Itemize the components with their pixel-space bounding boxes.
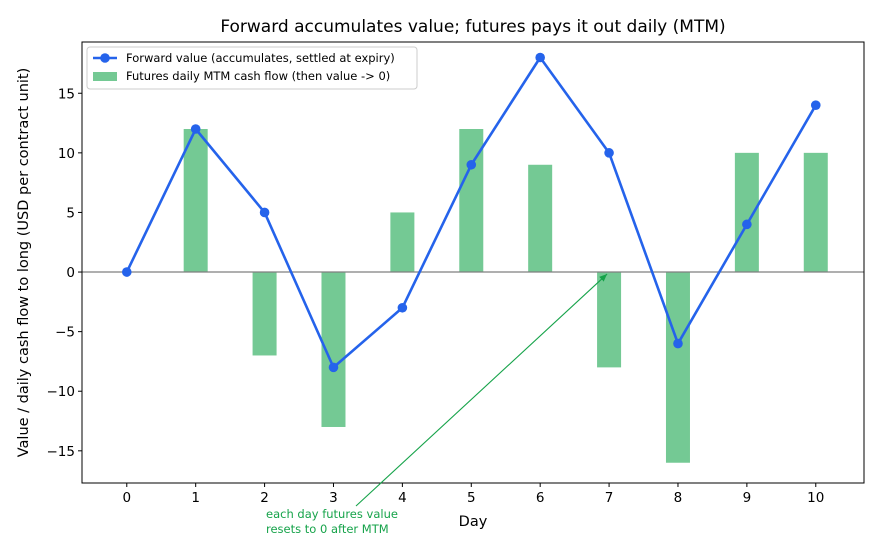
forward-value-point	[810, 100, 821, 110]
x-tick-label: 7	[605, 490, 614, 506]
forward-value-point	[397, 302, 408, 313]
forward-value-point	[673, 338, 683, 349]
forward-value-point	[328, 362, 339, 373]
plot-frame	[81, 41, 865, 484]
legend-box	[86, 46, 418, 90]
x-axis-title: Day	[459, 514, 488, 530]
y-tick-label: 10	[58, 146, 75, 162]
x-tick-label: 4	[398, 490, 407, 506]
futures-mtm-bar	[597, 272, 622, 368]
x-tick-label: 0	[122, 490, 131, 506]
x-tick-label: 1	[191, 490, 200, 506]
futures-mtm-bar	[528, 164, 553, 273]
x-tick-label: 3	[329, 490, 338, 506]
x-tick-label: 2	[260, 490, 269, 506]
y-tick-label: −15	[47, 444, 76, 460]
futures-mtm-bar	[183, 129, 208, 273]
legend-label-futures: Futures daily MTM cash flow (then value …	[126, 69, 390, 83]
y-tick-label: 0	[66, 265, 75, 281]
forward-value-point	[121, 267, 132, 277]
chart-title: Forward accumulates value; futures pays …	[220, 17, 725, 37]
annotation-text: each day futures value	[266, 507, 398, 521]
y-tick-label: 5	[66, 205, 75, 221]
annotation-text: resets to 0 after MTM	[266, 522, 389, 536]
x-tick-label: 8	[674, 490, 683, 506]
forward-value-point	[604, 148, 614, 158]
annotation-arrow	[355, 273, 608, 507]
y-axis-title: Value / daily cash flow to long (USD per…	[16, 68, 32, 458]
x-tick-label: 9	[743, 490, 752, 506]
y-tick-label: −5	[55, 325, 75, 341]
futures-mtm-bar	[803, 152, 828, 273]
forward-value-point	[259, 207, 270, 218]
x-tick-label: 10	[807, 490, 824, 506]
x-tick-label: 6	[536, 490, 545, 506]
forward-value-point	[535, 52, 545, 63]
futures-mtm-bar	[734, 152, 759, 273]
futures-mtm-bar	[390, 212, 415, 273]
legend-label-forward: Forward value (accumulates, settled at e…	[126, 51, 395, 65]
forward-value-point	[466, 159, 477, 170]
y-tick-label: 15	[58, 86, 75, 102]
legend-line-marker	[100, 53, 110, 63]
forward-value-point	[742, 219, 752, 230]
legend-bar-swatch	[93, 72, 117, 81]
x-tick-label: 5	[467, 490, 476, 506]
futures-mtm-bar	[252, 272, 277, 356]
futures-mtm-bar	[665, 272, 690, 463]
y-tick-label: −10	[47, 384, 76, 400]
forward-value-point	[190, 124, 201, 134]
